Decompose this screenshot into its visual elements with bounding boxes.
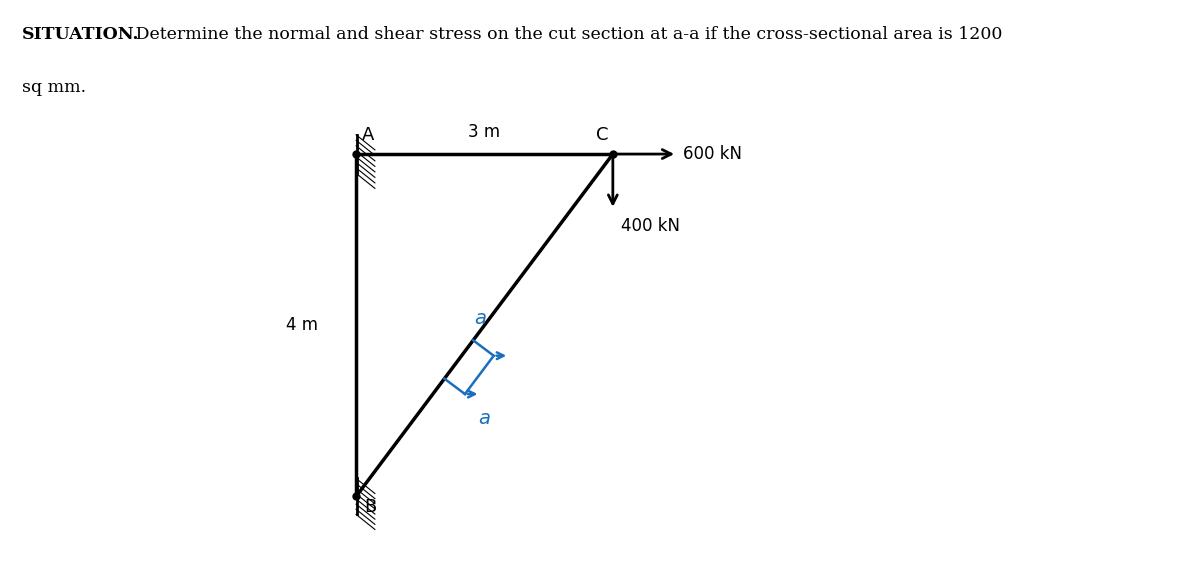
Text: SITUATION.: SITUATION.	[22, 26, 139, 43]
Text: a: a	[479, 410, 491, 428]
Text: 4 m: 4 m	[286, 316, 318, 334]
Text: 400 kN: 400 kN	[622, 217, 680, 235]
Text: B: B	[365, 498, 377, 516]
Text: 600 kN: 600 kN	[683, 145, 742, 163]
Text: 3 m: 3 m	[468, 123, 500, 141]
Text: C: C	[596, 126, 608, 144]
Text: A: A	[362, 126, 374, 144]
Text: sq mm.: sq mm.	[22, 79, 85, 95]
Text: a: a	[474, 309, 486, 328]
Text: Determine the normal and shear stress on the cut section at a-a if the cross-sec: Determine the normal and shear stress on…	[130, 26, 1002, 43]
